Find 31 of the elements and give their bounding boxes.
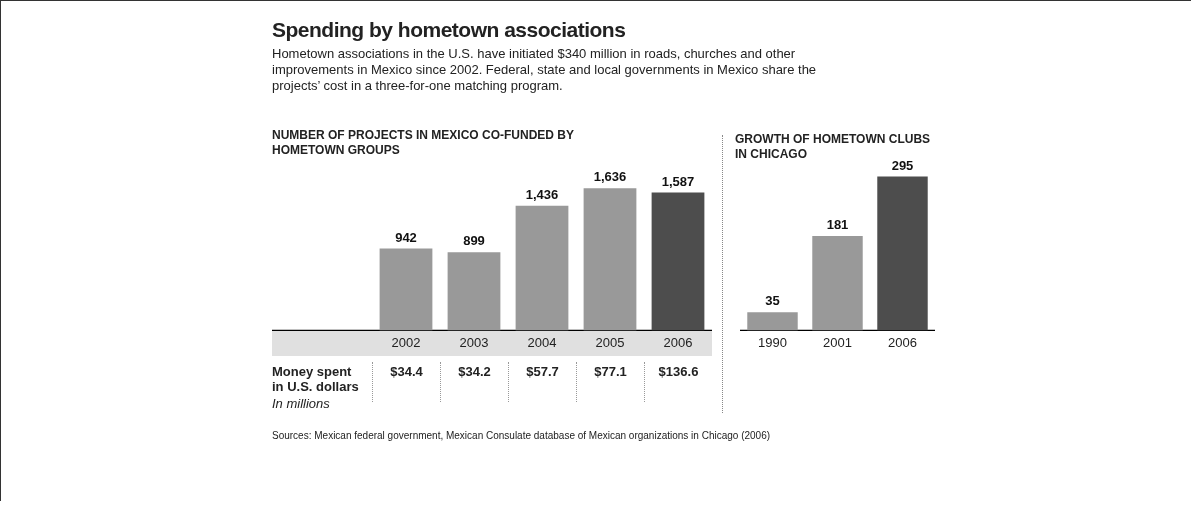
- bar: [379, 248, 433, 331]
- text: Money spent in U.S. dollars: [272, 364, 360, 394]
- text: $34.2: [440, 362, 508, 402]
- text: Hometown associations in the U.S. have initiated $340 million in roads, churches and other improvements in Mexico since 2002. Federal, state and local governments in Mexico share the projects’ cost in a three-for-one matching program.: [272, 46, 818, 94]
- x-tick-label: 2001: [823, 334, 852, 350]
- text: In millions: [272, 396, 331, 411]
- chart-title: NUMBER OF PROJECTS IN MEXICO CO-FUNDED BY HOMETOWN GROUPS: [272, 128, 575, 158]
- text: $34.4: [372, 362, 440, 402]
- text: Spending by hometown associations: [272, 18, 627, 42]
- bar: [447, 252, 501, 331]
- data-label: 1,436: [525, 186, 559, 202]
- bar: [515, 205, 569, 331]
- x-tick-label: 2005: [595, 334, 625, 350]
- x-tick-label: 2002: [391, 334, 421, 350]
- x-tick-label: 2006: [663, 334, 693, 350]
- x-tick-label: 2006: [888, 334, 917, 350]
- data-label: 899: [463, 233, 485, 249]
- x-tick-label: 2004: [527, 334, 557, 350]
- bar: [583, 188, 637, 331]
- data-label: 942: [395, 229, 417, 245]
- data-label: 35: [765, 293, 780, 309]
- x-tick-label: 1990: [758, 334, 787, 350]
- data-label: 181: [826, 217, 849, 233]
- text: $136.6: [644, 362, 712, 402]
- x-tick-label: 2003: [459, 334, 489, 350]
- source-note: Sources: Mexican federal government, Mexican Consulate database of Mexican organizations in Chicago (2006): [272, 430, 771, 441]
- text: $57.7: [508, 362, 576, 402]
- data-label: 1,636: [593, 169, 627, 185]
- data-label: 1,587: [661, 173, 695, 189]
- text: $77.1: [576, 362, 644, 402]
- bar: [651, 192, 705, 331]
